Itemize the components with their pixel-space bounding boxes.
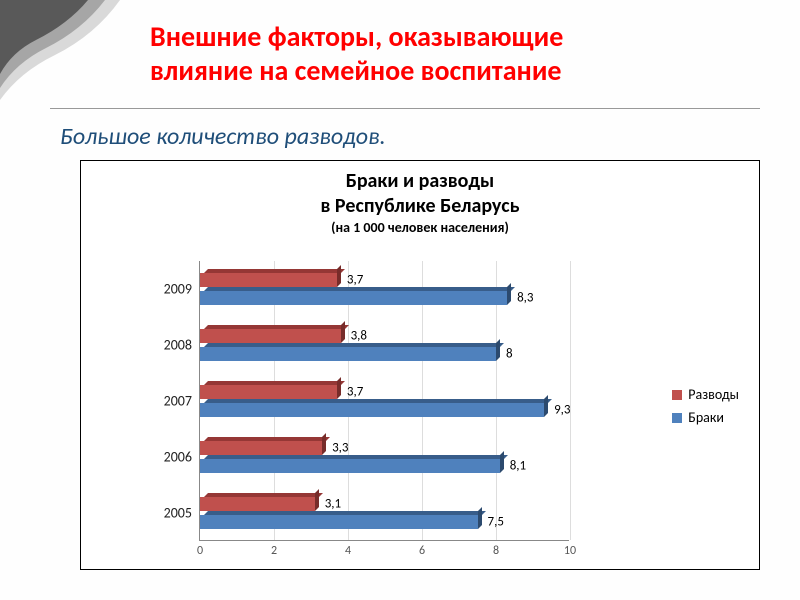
bar-value-label: 7,5	[488, 515, 504, 530]
title-line-1: Внешние факторы, оказывающие	[150, 19, 563, 54]
bar: 3,7	[200, 273, 337, 287]
bar: 3,1	[200, 497, 315, 511]
legend-swatch	[672, 390, 682, 400]
bar-value-label: 3,7	[347, 385, 363, 400]
bar-value-label: 8,1	[510, 459, 526, 474]
legend-item: Браки	[672, 409, 739, 426]
bar: 3,7	[200, 385, 337, 399]
x-tick-label: 8	[493, 544, 499, 558]
subtitle: Большое количество разводов.	[60, 122, 386, 151]
y-category-label: 2008	[164, 337, 192, 354]
x-tick-label: 10	[564, 544, 576, 558]
bar-value-label: 8	[506, 347, 513, 362]
corner-decoration	[0, 0, 140, 110]
bar: 7,5	[200, 515, 478, 529]
bar-value-label: 8,3	[517, 291, 533, 306]
bar: 3,3	[200, 441, 322, 455]
plot-area: 024681020093,78,320083,8820073,79,320063…	[199, 261, 569, 541]
bar: 9,3	[200, 403, 544, 417]
chart-title-line-2: в Республике Беларусь	[321, 194, 520, 218]
legend: Разводы Браки	[672, 386, 739, 432]
slide-title: Внешние факторы, оказывающие влияние на …	[150, 20, 760, 87]
y-category-label: 2009	[164, 281, 192, 298]
legend-label: Разводы	[688, 386, 739, 403]
title-divider	[50, 108, 760, 109]
bar: 3,8	[200, 329, 341, 343]
legend-label: Браки	[688, 409, 724, 426]
bar-value-label: 3,8	[351, 329, 367, 344]
chart-container: Браки и разводы в Республике Беларусь (н…	[80, 160, 760, 570]
x-tick-label: 6	[419, 544, 425, 558]
legend-swatch	[672, 413, 682, 423]
y-category-label: 2006	[164, 449, 192, 466]
x-tick-label: 4	[345, 544, 351, 558]
chart-title-line-1: Браки и разводы	[346, 169, 495, 193]
bar-value-label: 3,7	[347, 273, 363, 288]
bar-value-label: 3,3	[332, 441, 348, 456]
y-category-label: 2005	[164, 505, 192, 522]
bar-value-label: 9,3	[554, 403, 570, 418]
bar-value-label: 3,1	[325, 497, 341, 512]
title-line-2: влияние на семейное воспитание	[150, 53, 562, 88]
chart-title: Браки и разводы в Республике Беларусь (н…	[81, 169, 759, 237]
x-tick-label: 0	[197, 544, 203, 558]
y-category-label: 2007	[164, 393, 192, 410]
bar: 8,3	[200, 291, 507, 305]
bar: 8	[200, 347, 496, 361]
bar: 8,1	[200, 459, 500, 473]
legend-item: Разводы	[672, 386, 739, 403]
grid-line	[570, 261, 571, 540]
chart-subtitle: (на 1 000 человек населения)	[81, 219, 759, 237]
x-tick-label: 2	[271, 544, 277, 558]
